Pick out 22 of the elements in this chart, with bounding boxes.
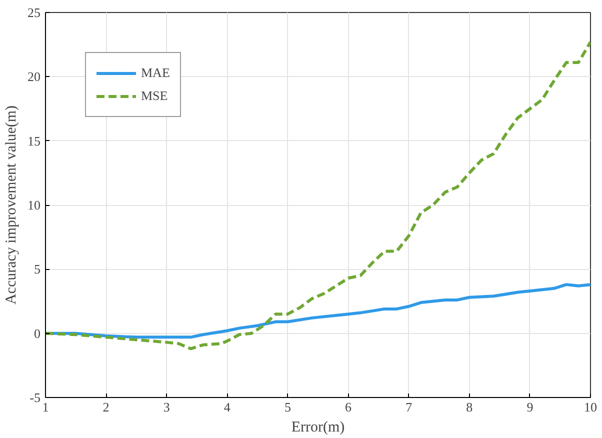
y-axis-title: Accuracy improvement value(m) (4, 105, 20, 305)
y-tick-label: 10 (28, 198, 40, 212)
y-tick-label: 20 (28, 69, 40, 84)
x-tick-label: 5 (284, 400, 291, 414)
x-tick-label: 4 (224, 400, 231, 414)
x-tick-label: 8 (466, 400, 473, 414)
line-series (46, 40, 590, 350)
y-tick-label: -5 (30, 390, 41, 405)
x-tick-label: 3 (163, 400, 170, 414)
x-tick-label: 10 (584, 400, 597, 414)
y-tick-label: 25 (28, 5, 40, 20)
legend-label: MSE (141, 88, 168, 104)
legend-label: MAE (141, 65, 170, 81)
y-tick-label: 5 (34, 262, 40, 277)
x-tick-label: 6 (345, 400, 352, 414)
x-tick-label: 2 (102, 400, 110, 414)
y-tick-label: 15 (28, 133, 40, 148)
y-tick-label: 0 (34, 326, 40, 341)
x-tick-label: 7 (406, 400, 413, 414)
x-tick-label: 1 (42, 400, 49, 414)
x-tick-label: 9 (526, 400, 534, 414)
x-axis-title: Error(m) (291, 420, 345, 436)
